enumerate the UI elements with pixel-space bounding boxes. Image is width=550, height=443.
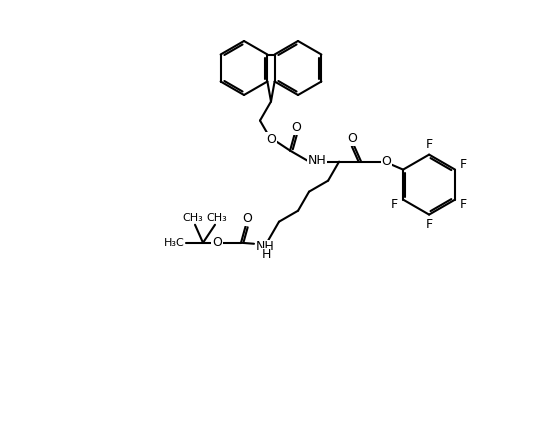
Text: O: O bbox=[347, 132, 357, 145]
Text: F: F bbox=[391, 198, 398, 211]
Text: NH: NH bbox=[256, 240, 274, 253]
Text: F: F bbox=[460, 198, 468, 211]
Text: H₃C: H₃C bbox=[164, 238, 184, 248]
Text: CH₃: CH₃ bbox=[183, 213, 204, 223]
Text: O: O bbox=[242, 212, 252, 225]
Text: NH: NH bbox=[308, 154, 327, 167]
Text: CH₃: CH₃ bbox=[207, 213, 227, 223]
Text: O: O bbox=[266, 133, 276, 146]
Text: O: O bbox=[381, 155, 391, 168]
Text: O: O bbox=[291, 121, 301, 134]
Text: F: F bbox=[426, 218, 433, 231]
Text: O: O bbox=[212, 236, 222, 249]
Text: H: H bbox=[261, 248, 271, 261]
Text: F: F bbox=[460, 158, 468, 171]
Text: F: F bbox=[426, 138, 433, 151]
